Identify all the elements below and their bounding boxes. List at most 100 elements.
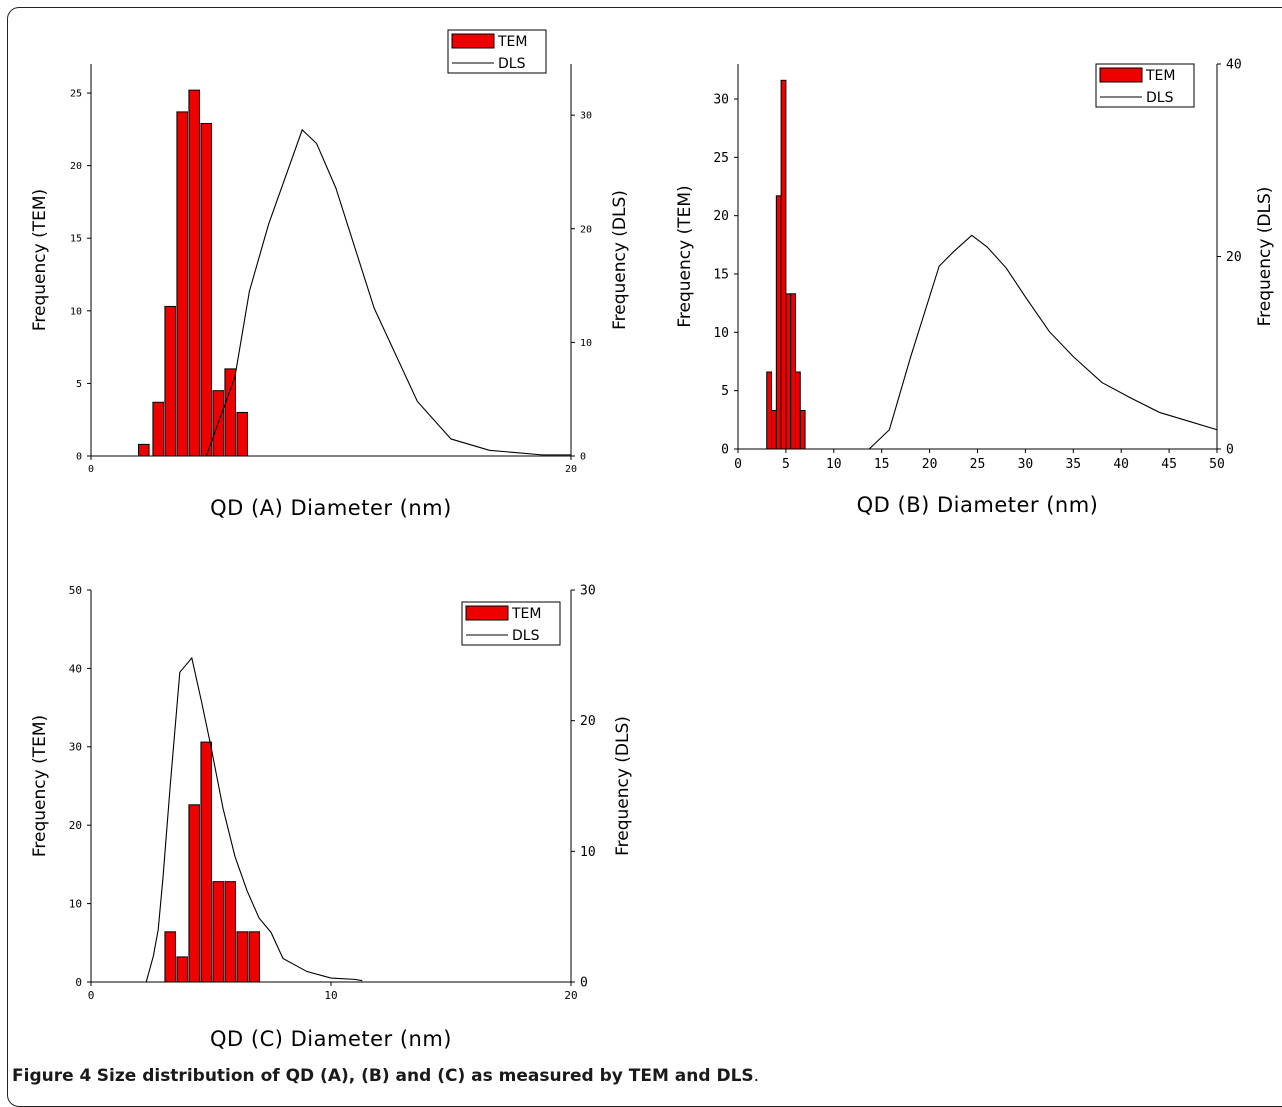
x-tick-label: 25 [970,457,986,472]
dls-line [145,656,363,983]
tem-bar [766,371,773,450]
tem-bar [224,368,236,457]
y-left-tick-label: 10 [70,306,82,317]
tem-bar [248,931,260,983]
y-left-tick-label: 0 [75,976,82,989]
y-right-tick-label: 20 [580,224,592,235]
y-right-tick-label: 10 [580,845,596,860]
y-right-tick-label: 40 [1226,58,1242,73]
y-left-tick-label: 30 [713,93,729,108]
caption-end: . [753,1066,760,1086]
x-tick-label: 5 [782,457,790,472]
x-tick-label: 50 [1209,457,1225,472]
y-left-tick-label: 10 [713,326,729,341]
dls-line [868,234,1218,450]
x-tick-label: 20 [565,464,577,475]
x-tick-label: 35 [1065,457,1081,472]
x-tick-label: 30 [1018,457,1034,472]
legend-dls-label: DLS [1146,90,1174,106]
y-left-tick-label: 30 [69,741,82,754]
tem-bar [771,410,777,450]
x-tick-label: 45 [1161,457,1177,472]
tem-bar [188,804,200,983]
y-right-tick-label: 20 [580,714,596,729]
tem-bar [164,305,176,457]
tem-bar [152,401,164,457]
tem-bar [164,931,176,983]
tem-bar [138,443,150,457]
legend-dls-label: DLS [512,628,540,644]
x-tick-label: 15 [874,457,890,472]
x-tick-label: 20 [922,457,938,472]
x-tick-label: 10 [826,457,842,472]
legend-tem-label: TEM [511,606,541,622]
y-left-tick-label: 5 [721,384,729,399]
y-left-tick-label: 15 [713,268,729,283]
x-tick-label: 0 [734,457,742,472]
legend-tem-swatch [465,605,509,621]
y-right-tick-label: 0 [580,452,586,463]
tem-bar [780,79,787,450]
y-right-tick-label: 20 [1226,250,1242,265]
x-axis-label: QD (B) Diameter (nm) [857,493,1099,517]
tem-bar [785,293,792,450]
y-right-tick-label: 0 [1226,443,1234,458]
y-left-tick-label: 10 [69,897,82,910]
tem-bar [799,410,806,450]
tem-bar [188,89,200,457]
tem-bar [200,741,212,983]
tem-bar [176,956,188,983]
y-axis-left-label: Frequency (TEM) [30,715,50,857]
chart-b: 0 5 10 15 20 25 30 35 40 45 5005101520253002040QD … [675,58,1275,517]
x-tick-label: 0 [88,989,95,1002]
y-axis-right-label: Frequency (DLS) [610,190,630,330]
y-axis-left-label: Frequency (TEM) [30,189,50,331]
y-left-tick-label: 20 [713,209,729,224]
y-left-tick-label: 25 [70,89,82,100]
tem-bar [176,111,188,457]
legend: TEM DLS [1095,63,1195,108]
y-right-tick-label: 30 [580,584,596,599]
tem-bar [790,293,796,450]
y-right-tick-label: 10 [580,338,592,349]
y-left-tick-label: 25 [713,151,729,166]
y-left-tick-label: 15 [70,234,82,245]
tem-bar [236,931,248,983]
legend-tem-label: TEM [1145,68,1175,84]
figure-label: Figure 4 [12,1066,92,1086]
figure-caption: Figure 4 Size distribution of QD (A), (B… [12,1066,759,1086]
tem-bar [224,881,236,983]
y-left-tick-label: 20 [70,161,82,172]
y-left-tick-label: 20 [69,819,82,832]
y-axis-right-label: Frequency (DLS) [1255,187,1275,327]
legend-tem-label: TEM [497,34,527,50]
legend-tem-swatch [451,33,495,49]
y-left-tick-label: 5 [76,379,82,390]
tem-bar [200,123,212,457]
tem-bar [236,411,248,457]
y-left-tick-label: 40 [69,662,82,675]
x-axis-label: QD (A) Diameter (nm) [210,496,452,520]
y-axis-right-label: Frequency (DLS) [613,716,633,856]
y-right-tick-label: 30 [580,111,592,122]
tem-bar [794,371,801,450]
y-left-tick-label: 0 [721,443,729,458]
x-tick-label: 20 [564,989,577,1002]
legend-tem-swatch [1099,67,1143,83]
x-tick-label: 0 [88,464,94,475]
legend-dls-label: DLS [498,56,526,72]
legend: TEM DLS [461,601,561,646]
figure-caption-text: Size distribution of QD (A), (B) and (C)… [96,1066,754,1086]
y-right-tick-label: 0 [580,976,588,991]
x-tick-label: 10 [324,989,337,1002]
x-tick-label: 40 [1113,457,1129,472]
y-axis-left-label: Frequency (TEM) [675,185,695,327]
tem-bar [212,881,224,983]
x-axis-label: QD (C) Diameter (nm) [210,1027,452,1051]
tem-bar [775,195,782,450]
y-left-tick-label: 50 [69,584,82,597]
legend: TEM DLS [447,29,547,74]
